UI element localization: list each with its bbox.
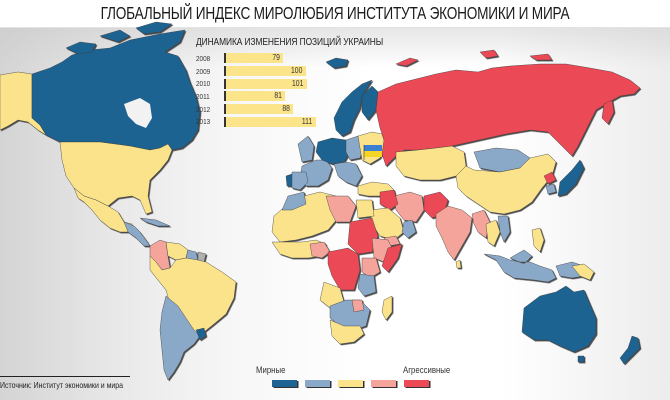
region-central-europe — [315, 137, 351, 165]
chart-row: 2010 101 — [196, 77, 396, 90]
region-kamchatka — [601, 99, 615, 125]
region-scandinavia — [333, 79, 373, 137]
chart-year: 2010 — [196, 79, 211, 89]
region-japan — [557, 159, 585, 197]
region-tasmania — [577, 355, 585, 363]
region-egypt — [355, 199, 375, 219]
region-kazakhstan — [395, 145, 467, 181]
region-south-africa — [329, 319, 365, 345]
region-myanmar — [471, 209, 491, 239]
region-nigeria — [309, 241, 331, 259]
region-sudan — [347, 217, 379, 255]
region-car-congo — [327, 247, 361, 291]
region-arctic-islands — [65, 21, 173, 55]
region-hudson-bay — [124, 98, 152, 128]
region-iceland — [325, 57, 349, 69]
ukraine-flag-icon — [363, 145, 382, 160]
region-iran — [393, 191, 425, 223]
region-oman — [401, 219, 417, 239]
chart-bar: 88 — [225, 104, 293, 115]
chart-bar: 100 — [225, 66, 306, 77]
chart-row: 2011 81 — [196, 90, 396, 103]
region-uruguay — [195, 327, 207, 341]
legend-swatch-less-peaceful — [371, 380, 396, 387]
region-central-america — [123, 221, 151, 247]
region-somalia — [381, 243, 403, 273]
chart-year: 2008 — [196, 53, 211, 63]
chart-year: 2012 — [196, 104, 211, 114]
chart-bar: 111 — [225, 116, 316, 127]
chart-year: 2013 — [196, 117, 211, 127]
region-india — [435, 205, 473, 261]
legend-label-aggressive: Агрессивные — [403, 365, 451, 376]
region-morocco — [281, 191, 307, 211]
chart-row: 2013 111 — [196, 115, 396, 128]
legend-swatch-aggressive — [404, 380, 429, 387]
chart-value: 88 — [281, 104, 290, 114]
region-spain — [291, 171, 309, 191]
chart-row: 2008 79 — [196, 52, 396, 65]
region-madagascar — [381, 295, 393, 321]
region-south-korea — [545, 183, 557, 195]
region-indonesia — [483, 249, 557, 283]
chart-title: ДИНАМИКА ИЗМЕНЕНИЯ ПОЗИЦИЙ УКРАИНЫ — [196, 36, 384, 48]
chart-year: 2009 — [196, 66, 211, 76]
chart-bar: 101 — [225, 78, 307, 89]
page-title: ГЛОБАЛЬНЫЙ ИНДЕКС МИРОЛЮБИЯ ИНСТИТУТА ЭК… — [100, 3, 570, 23]
chart-axis — [224, 91, 226, 102]
region-syria-iraq — [379, 189, 399, 211]
legend-swatch-medium — [338, 380, 363, 387]
region-zimbabwe — [351, 299, 365, 313]
chart-value: 81 — [273, 91, 282, 101]
chart-row: 2009 100 — [196, 65, 396, 78]
chart-bar: 81 — [225, 91, 285, 102]
region-australia — [521, 285, 597, 353]
chart-axis — [224, 66, 226, 77]
region-balkans — [333, 161, 363, 187]
region-philippines — [531, 227, 545, 253]
region-alaska — [0, 71, 47, 136]
region-caribbean — [139, 217, 171, 227]
chart-year: 2011 — [196, 91, 210, 101]
region-thailand — [485, 219, 501, 247]
legend-swatch-peaceful — [272, 380, 297, 387]
region-usa — [59, 141, 173, 215]
chart-axis — [224, 53, 226, 64]
chart-bar: 79 — [225, 53, 283, 64]
chart-value: 111 — [302, 116, 313, 126]
chart-row: 2012 88 — [196, 103, 396, 116]
region-south-america — [149, 255, 237, 339]
region-kenya — [361, 257, 381, 279]
region-canada — [31, 29, 201, 151]
chart-value: 101 — [292, 78, 304, 88]
chart-axis — [224, 116, 226, 127]
region-uk — [297, 135, 315, 163]
source-divider — [0, 376, 130, 377]
region-sri-lanka — [455, 259, 462, 269]
source-caption: Источник: Институт экономики и мира — [0, 380, 124, 390]
region-argentina — [159, 295, 201, 381]
ukraine-rank-chart: ДИНАМИКА ИЗМЕНЕНИЯ ПОЗИЦИЙ УКРАИНЫ 2008 … — [196, 36, 396, 128]
legend-swatch-fairly-peaceful — [305, 380, 330, 387]
chart-value: 100 — [291, 66, 303, 76]
title-divider — [0, 27, 670, 28]
region-russia-islands — [395, 49, 553, 67]
chart-axis — [224, 104, 226, 115]
region-png — [571, 263, 595, 281]
region-vietnam — [497, 215, 511, 243]
region-north-korea — [543, 171, 557, 185]
legend-label-peaceful: Мирные — [256, 365, 286, 376]
chart-value: 79 — [271, 53, 280, 63]
region-tanzania — [357, 273, 377, 297]
chart-axis — [224, 78, 226, 89]
region-new-zealand — [619, 335, 641, 365]
region-venezuela — [165, 241, 189, 261]
